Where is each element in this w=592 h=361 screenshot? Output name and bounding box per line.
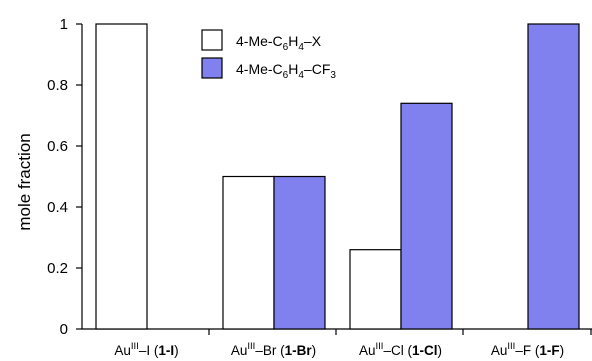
bar — [349, 249, 402, 330]
y-tick-label: 0 — [60, 321, 68, 338]
legend-swatch — [201, 29, 223, 51]
y-tick-label: 0.8 — [47, 77, 68, 94]
y-tick-label: 1 — [60, 16, 68, 33]
y-tick-label: 0.4 — [47, 199, 68, 216]
bars — [95, 23, 580, 330]
legend-label: 4-Me-C6H4–X — [236, 33, 322, 53]
category-label: AuIII–I (1-I) — [114, 341, 178, 358]
y-tick-label: 0.2 — [47, 260, 68, 277]
bar — [222, 175, 275, 330]
y-axis-label: mole fraction — [15, 133, 34, 230]
category-label: AuIII–Cl (1-Cl) — [359, 341, 442, 358]
y-axis: 0 0.2 0.4 0.6 0.8 1 — [47, 16, 83, 338]
y-tick-label: 0.6 — [47, 138, 68, 155]
bar — [273, 175, 326, 330]
legend: 4-Me-C6H4–X 4-Me-C6H4–CF3 — [201, 29, 336, 81]
category-label: AuIII–F (1-F) — [491, 341, 564, 358]
legend-label: 4-Me-C6H4–CF3 — [236, 61, 336, 81]
bar — [400, 102, 453, 330]
category-label: AuIII–Br (1-Br) — [231, 341, 316, 358]
bar — [95, 23, 148, 330]
x-axis: AuIII–I (1-I) AuIII–Br (1-Br) AuIII–Cl (1-… — [82, 328, 592, 358]
legend-swatch — [201, 57, 223, 79]
bar — [527, 23, 580, 330]
